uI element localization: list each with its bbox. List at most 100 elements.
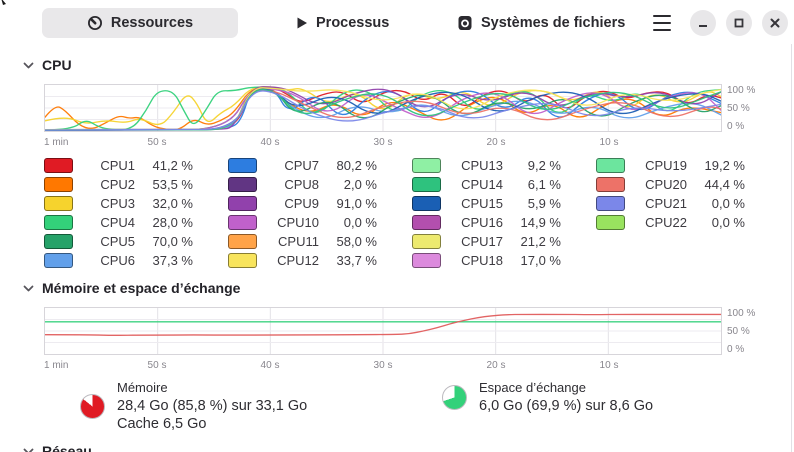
cpu-color-swatch (228, 253, 257, 268)
tab-resources[interactable]: Ressources (42, 8, 238, 38)
cpu-legend-value: 19,2 % (704, 158, 745, 173)
cpu-legend-label: CPU20 (645, 177, 687, 192)
minimize-button[interactable] (690, 10, 716, 36)
memory-section-title: Mémoire et espace d’échange (42, 280, 241, 296)
cpu-legend-item: CPU15 5,9 % (412, 194, 596, 213)
cpu-ytick-0: 0 % (727, 121, 745, 132)
memory-pie-icon (80, 393, 105, 419)
cpu-xtick: 20 s (486, 137, 506, 148)
cpu-legend-item: CPU3 32,0 % (44, 194, 228, 213)
cpu-xtick: 1 min (44, 137, 69, 148)
cpu-legend-value: 0,0 % (711, 196, 745, 211)
cpu-color-swatch (596, 177, 625, 192)
swap-label: Espace d’échange (479, 380, 586, 395)
cpu-legend-value: 91,0 % (336, 196, 377, 211)
cpu-color-swatch (412, 196, 441, 211)
cpu-legend-value: 41,2 % (152, 158, 193, 173)
cpu-xtick: 40 s (260, 137, 280, 148)
mem-xtick: 1 min (44, 360, 69, 371)
cpu-color-swatch (412, 234, 441, 249)
close-button[interactable] (762, 10, 788, 36)
cpu-legend-value: 0,0 % (711, 215, 745, 230)
cpu-legend-item: CPU21 0,0 % (596, 194, 780, 213)
cpu-xtick: 30 s (373, 137, 393, 148)
cpu-section-header[interactable]: CPU (22, 57, 72, 73)
cpu-color-swatch (596, 215, 625, 230)
maximize-button[interactable] (726, 10, 752, 36)
cpu-legend-label: CPU15 (461, 196, 503, 211)
cpu-ytick-50: 50 % (727, 103, 750, 114)
memory-cache: Cache 6,5 Go (117, 416, 207, 432)
cpu-ytick-100: 100 % (727, 85, 756, 96)
memory-section-header[interactable]: Mémoire et espace d’échange (22, 280, 240, 296)
cpu-legend-item: CPU9 91,0 % (228, 194, 412, 213)
cpu-legend-label: CPU8 (284, 177, 319, 192)
mem-xtick: 10 s (599, 360, 619, 371)
cpu-legend-label: CPU11 (278, 234, 319, 249)
cpu-color-swatch (228, 215, 257, 230)
cpu-section-title: CPU (42, 57, 72, 73)
memory-usage-chart (44, 307, 722, 355)
minimize-icon (699, 25, 707, 27)
cpu-color-swatch (596, 196, 625, 211)
cpu-legend-label: CPU19 (645, 158, 687, 173)
cpu-color-swatch (596, 158, 625, 173)
swap-stat: Espace d’échange 6,0 Go (69,9 %) sur 8,6… (442, 379, 653, 415)
play-icon (297, 17, 307, 29)
cpu-legend-label: CPU6 (100, 253, 135, 268)
gauge-icon (87, 16, 102, 30)
cpu-legend-value: 32,0 % (152, 196, 193, 211)
cpu-legend-value: 2,0 % (343, 177, 377, 192)
cpu-legend-label: CPU21 (645, 196, 687, 211)
chevron-down-icon (22, 59, 35, 72)
cpu-color-swatch (228, 196, 257, 211)
cpu-legend-value: 0,0 % (343, 215, 377, 230)
tab-filesystems[interactable]: Systèmes de fichiers (443, 8, 639, 38)
main-menu-button[interactable] (649, 13, 675, 33)
cpu-color-swatch (44, 234, 73, 249)
memory-stat: Mémoire 28,4 Go (85,8 %) sur 33,1 Go Cac… (80, 379, 307, 433)
cpu-legend-label: CPU16 (461, 215, 503, 230)
cpu-legend-value: 80,2 % (336, 158, 377, 173)
cpu-legend-value: 53,5 % (152, 177, 193, 192)
cpu-legend-label: CPU2 (100, 177, 135, 192)
cpu-color-swatch (228, 234, 257, 249)
cpu-legend-item: CPU19 19,2 % (596, 156, 780, 175)
cpu-color-swatch (228, 177, 257, 192)
cpu-legend-value: 9,2 % (527, 158, 561, 173)
cpu-color-swatch (44, 215, 73, 230)
cpu-legend: CPU1 41,2 % CPU2 53,5 % CPU3 32,0 % CPU4 28,0 %… (44, 156, 780, 270)
cpu-legend-label: CPU17 (461, 234, 503, 249)
network-section-title: Réseau (42, 443, 92, 452)
cpu-xtick: 10 s (599, 137, 619, 148)
cpu-legend-item: CPU6 37,3 % (44, 251, 228, 270)
cpu-color-swatch (44, 253, 73, 268)
cpu-legend-label: CPU1 (100, 158, 135, 173)
cpu-legend-item: CPU11 58,0 % (228, 232, 412, 251)
network-section-header[interactable]: Réseau (22, 443, 92, 452)
header-bar: Ressources Processus Systèmes de fichier… (0, 0, 794, 46)
cpu-legend-value: 58,0 % (336, 234, 377, 249)
hamburger-icon (653, 15, 671, 18)
cpu-legend-item: CPU8 2,0 % (228, 175, 412, 194)
cpu-color-swatch (44, 196, 73, 211)
cpu-legend-item: CPU14 6,1 % (412, 175, 596, 194)
hamburger-icon (653, 21, 671, 25)
cpu-legend-item: CPU4 28,0 % (44, 213, 228, 232)
swap-usage: 6,0 Go (69,9 %) sur 8,6 Go (479, 398, 654, 414)
cpu-legend-value: 37,3 % (152, 253, 193, 268)
cpu-legend-item: CPU10 0,0 % (228, 213, 412, 232)
mem-ytick-50: 50 % (727, 326, 750, 337)
cpu-legend-item: CPU18 17,0 % (412, 251, 596, 270)
memory-usage: 28,4 Go (85,8 %) sur 33,1 Go (117, 398, 308, 414)
cpu-legend-value: 5,9 % (527, 196, 561, 211)
scrollbar-track[interactable] (791, 44, 792, 452)
tab-processes[interactable]: Processus (282, 8, 403, 38)
cpu-legend-item: CPU16 14,9 % (412, 213, 596, 232)
close-icon (770, 18, 780, 28)
cpu-legend-value: 28,0 % (152, 215, 193, 230)
cpu-legend-value: 21,2 % (520, 234, 561, 249)
chevron-down-icon (22, 445, 35, 452)
cpu-legend-label: CPU7 (284, 158, 319, 173)
